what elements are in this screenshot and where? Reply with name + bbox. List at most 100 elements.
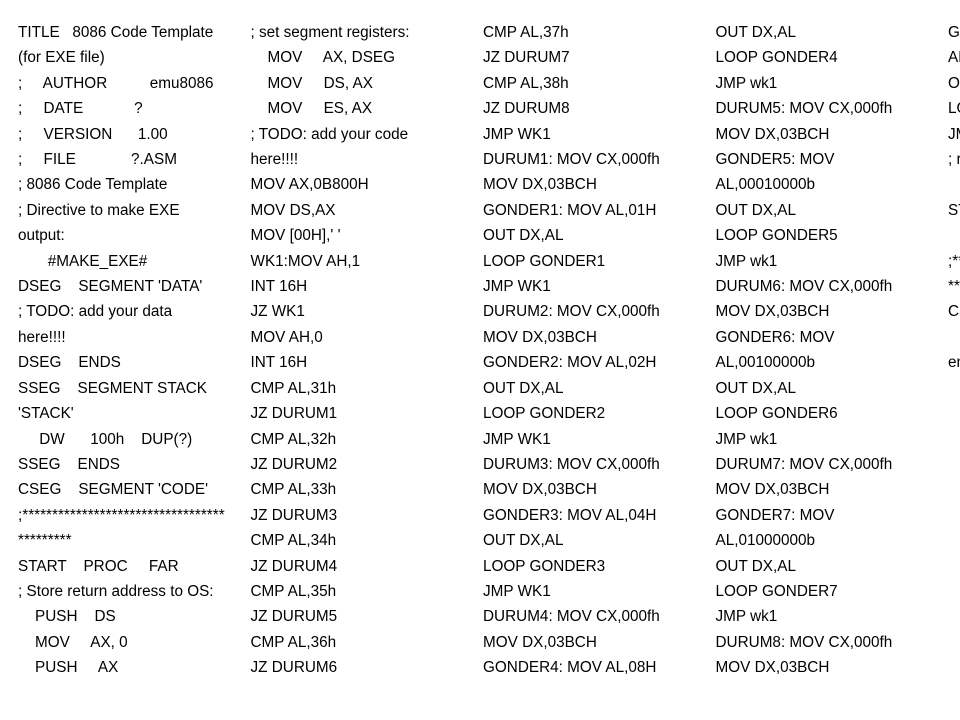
code-line: ; Store return address to OS: — [18, 579, 245, 604]
code-line: ;********************************** — [948, 249, 960, 274]
code-line: AL,10000000b — [948, 45, 960, 70]
code-line: JZ WK1 — [251, 299, 478, 324]
code-line: 'STACK' — [18, 401, 245, 426]
code-container: TITLE 8086 Code Template(for EXE file); … — [18, 20, 942, 700]
code-line: MOV AX, DSEG — [251, 45, 478, 70]
code-line: LOOP GONDER2 — [483, 401, 710, 426]
code-line: OUT DX,AL — [483, 223, 710, 248]
code-line: CMP AL,33h — [251, 477, 478, 502]
code-line: JMP wk1 — [716, 71, 943, 96]
code-line — [948, 223, 960, 248]
code-line: DURUM1: MOV CX,000fh — [483, 147, 710, 172]
code-line: JZ DURUM5 — [251, 604, 478, 629]
code-line: MOV DS,AX — [251, 198, 478, 223]
code-line: AL,01000000b — [716, 528, 943, 553]
code-line: LOOP GONDER5 — [716, 223, 943, 248]
code-line: LOOP GONDER6 — [716, 401, 943, 426]
code-line: GONDER2: MOV AL,02H — [483, 350, 710, 375]
code-line: OUT DX,AL — [483, 376, 710, 401]
code-line: MOV AX,0B800H — [251, 172, 478, 197]
code-line: MOV DX,03BCH — [483, 325, 710, 350]
code-line: JZ DURUM8 — [483, 96, 710, 121]
code-line: ; Directive to make EXE — [18, 198, 245, 223]
code-line: CMP AL,36h — [251, 630, 478, 655]
code-line: JZ DURUM4 — [251, 554, 478, 579]
code-line: JMP WK1 — [483, 122, 710, 147]
code-line: LOOP GONDER8 — [948, 96, 960, 121]
code-line: CSEG SEGMENT 'CODE' — [18, 477, 245, 502]
code-line: JZ DURUM2 — [251, 452, 478, 477]
code-line: MOV DX,03BCH — [483, 477, 710, 502]
code-line: ********* — [18, 528, 245, 553]
code-line: CMP AL,35h — [251, 579, 478, 604]
code-line: PUSH DS — [18, 604, 245, 629]
code-line: ; DATE ? — [18, 96, 245, 121]
code-line: OUT DX,AL — [483, 528, 710, 553]
code-line: MOV AX, 0 — [18, 630, 245, 655]
code-line: JMP wk1 — [716, 427, 943, 452]
code-line: DURUM6: MOV CX,000fh — [716, 274, 943, 299]
code-line: INT 16H — [251, 350, 478, 375]
code-line: MOV DX,03BCH — [483, 630, 710, 655]
code-line: PUSH AX — [18, 655, 245, 680]
code-line: JMP wk1 — [716, 604, 943, 629]
code-line: (for EXE file) — [18, 45, 245, 70]
code-line: MOV DX,03BCH — [716, 299, 943, 324]
code-line: GONDER7: MOV — [716, 503, 943, 528]
code-line: MOV DX,03BCH — [483, 172, 710, 197]
code-line: JMP WK1 — [483, 274, 710, 299]
code-line: END START ; set — [948, 325, 960, 350]
code-line: MOV DX,03BCH — [716, 477, 943, 502]
code-line: INT 16H — [251, 274, 478, 299]
code-line: CMP AL,32h — [251, 427, 478, 452]
code-line: OUT DX,AL — [716, 376, 943, 401]
code-line: here!!!! — [18, 325, 245, 350]
code-line: DURUM5: MOV CX,000fh — [716, 96, 943, 121]
code-line: ; AUTHOR emu8086 — [18, 71, 245, 96]
code-line: ; TODO: add your code — [251, 122, 478, 147]
code-line: CSEG ENDS — [948, 299, 960, 324]
code-line: CMP AL,37h — [483, 20, 710, 45]
code-line: MOV DS, AX — [251, 71, 478, 96]
code-line: JMP wk1 — [716, 249, 943, 274]
code-line: JZ DURUM6 — [251, 655, 478, 680]
code-line: DW 100h DUP(?) — [18, 427, 245, 452]
code-line: DSEG ENDS — [18, 350, 245, 375]
code-line: SSEG ENDS — [18, 452, 245, 477]
code-line: OUT DX,AL — [716, 198, 943, 223]
code-line: DURUM7: MOV CX,000fh — [716, 452, 943, 477]
code-line: GONDER4: MOV AL,08H — [483, 655, 710, 680]
code-line: DURUM8: MOV CX,000fh — [716, 630, 943, 655]
code-line: DURUM2: MOV CX,000fh — [483, 299, 710, 324]
code-line: ;********************************** — [18, 503, 245, 528]
code-line: WK1:MOV AH,1 — [251, 249, 478, 274]
code-line: ; return to operating system: — [948, 147, 960, 172]
code-line: ; VERSION 1.00 — [18, 122, 245, 147]
code-line: CMP AL,34h — [251, 528, 478, 553]
code-line: DURUM4: MOV CX,000fh — [483, 604, 710, 629]
code-line: START ENDP — [948, 198, 960, 223]
code-line: LOOP GONDER4 — [716, 45, 943, 70]
code-line: JZ DURUM7 — [483, 45, 710, 70]
code-line: MOV [00H],' ' — [251, 223, 478, 248]
code-line: GONDER5: MOV — [716, 147, 943, 172]
code-line: LOOP GONDER1 — [483, 249, 710, 274]
code-line: AL,00010000b — [716, 172, 943, 197]
code-line: output: — [18, 223, 245, 248]
code-line: OUT DX,AL — [716, 20, 943, 45]
code-line: SSEG SEGMENT STACK — [18, 376, 245, 401]
code-line: MOV DX,03BCH — [716, 655, 943, 680]
code-line: #MAKE_EXE# — [18, 249, 245, 274]
code-line: JZ DURUM1 — [251, 401, 478, 426]
code-line: DURUM3: MOV CX,000fh — [483, 452, 710, 477]
code-line: GONDER8: MOV — [948, 20, 960, 45]
code-line: TITLE 8086 Code Template — [18, 20, 245, 45]
code-line: MOV ES, AX — [251, 96, 478, 121]
code-line: JMP WK1 — [483, 427, 710, 452]
code-line: START PROC FAR — [18, 554, 245, 579]
code-line: DSEG SEGMENT 'DATA' — [18, 274, 245, 299]
code-line: AL,00100000b — [716, 350, 943, 375]
code-line: GONDER3: MOV AL,04H — [483, 503, 710, 528]
code-line: GONDER1: MOV AL,01H — [483, 198, 710, 223]
code-line: JMP WK1 — [483, 579, 710, 604]
